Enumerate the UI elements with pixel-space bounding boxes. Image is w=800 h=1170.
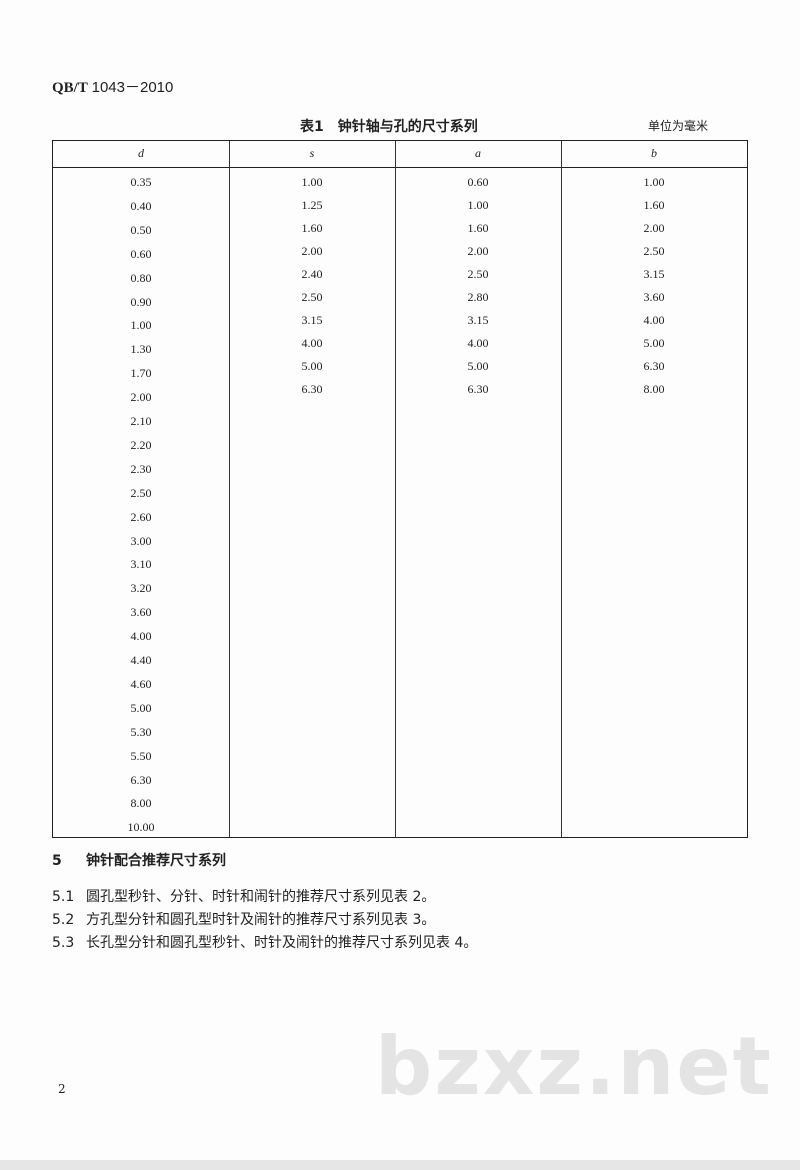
cell-d: 1.00 [130, 318, 152, 333]
clause-text: 圆孔型秒针、分针、时针和闹针的推荐尺寸系列见表 2。 [86, 889, 436, 905]
cell-d: 4.60 [130, 676, 152, 691]
section-heading: 5 钟针配合推荐尺寸系列 [52, 850, 226, 870]
cell-d: 3.20 [130, 581, 152, 596]
section-number: 5 [52, 853, 62, 869]
cell-a: 2.00 [467, 244, 489, 258]
header-d: d [138, 146, 144, 160]
cell-s: 1.60 [301, 221, 323, 235]
column-divider [561, 141, 562, 837]
cell-a: 5.00 [467, 359, 489, 373]
header-s: s [309, 146, 315, 160]
dimension-table: d s a b 0.35 0.40 0.50 0.60 0.80 0.90 1.00 1.30… [52, 140, 748, 838]
cell-d: 6.30 [130, 772, 152, 787]
section-title: 钟针配合推荐尺寸系列 [86, 853, 226, 869]
cell-d: 2.00 [130, 390, 152, 405]
cell-a: 4.00 [467, 336, 489, 350]
cell-s: 4.00 [301, 336, 323, 350]
header-b: b [651, 146, 657, 160]
cell-s: 6.30 [301, 382, 323, 396]
cell-d: 3.60 [130, 605, 152, 620]
cell-d: 3.10 [130, 557, 152, 572]
cell-b: 3.60 [643, 290, 665, 304]
cell-d: 0.60 [130, 246, 152, 261]
cell-a: 0.60 [467, 175, 489, 189]
cell-b: 6.30 [643, 359, 665, 373]
cell-d: 2.30 [130, 461, 152, 476]
cell-b: 2.00 [643, 221, 665, 235]
cell-a: 3.15 [467, 313, 489, 327]
watermark: bzxz.net [375, 1020, 773, 1113]
cell-b: 2.50 [643, 244, 665, 258]
cell-d: 0.80 [130, 270, 152, 285]
cell-s: 5.00 [301, 359, 323, 373]
clause: 5.3 长孔型分针和圆孔型秒针、时针及闹针的推荐尺寸系列见表 4。 [52, 932, 477, 952]
table-title: 表1 钟针轴与孔的尺寸系列 [300, 119, 478, 135]
cell-d: 10.00 [127, 820, 155, 835]
cell-d: 0.35 [130, 175, 152, 189]
cell-s: 2.50 [301, 290, 323, 304]
cell-d: 2.60 [130, 509, 152, 524]
clause-text: 方孔型分针和圆孔型时针及闹针的推荐尺寸系列见表 3。 [86, 912, 436, 928]
cell-d: 2.10 [130, 414, 152, 428]
cell-d: 4.00 [130, 629, 152, 644]
clause-text: 长孔型分针和圆孔型秒针、时针及闹针的推荐尺寸系列见表 4。 [86, 935, 478, 951]
cell-b: 3.15 [643, 267, 665, 281]
cell-d: 0.50 [130, 222, 152, 237]
cell-d: 4.40 [130, 653, 152, 667]
cell-d: 1.70 [130, 366, 152, 381]
cell-d: 2.20 [130, 437, 152, 452]
cell-b: 1.60 [643, 198, 665, 212]
bottom-edge [0, 1160, 800, 1170]
cell-d: 5.50 [130, 748, 152, 763]
column-divider [229, 141, 230, 837]
cell-d: 5.00 [130, 700, 152, 715]
clause-number: 5.3 [52, 935, 75, 951]
cell-d: 8.00 [130, 796, 152, 811]
cell-d: 0.40 [130, 198, 152, 213]
standard-code: QB/T 1043－2010 [52, 76, 173, 97]
standard-number: 1043－2010 [91, 79, 174, 96]
column-divider [395, 141, 396, 837]
page-number: 2 [58, 1082, 66, 1096]
cell-b: 4.00 [643, 313, 665, 327]
cell-d: 2.50 [130, 485, 152, 500]
cell-d: 1.30 [130, 342, 152, 357]
cell-s: 1.00 [301, 175, 323, 189]
cell-s: 2.00 [301, 244, 323, 258]
clause-number: 5.2 [52, 912, 75, 928]
cell-a: 6.30 [467, 382, 489, 396]
cell-d: 3.00 [130, 533, 152, 548]
cell-a: 2.80 [467, 290, 489, 304]
table-header-row [53, 141, 747, 168]
clause: 5.2 方孔型分针和圆孔型时针及闹针的推荐尺寸系列见表 3。 [52, 909, 435, 929]
header-a: a [475, 146, 481, 160]
clause-number: 5.1 [52, 889, 75, 905]
clause: 5.1 圆孔型秒针、分针、时针和闹针的推荐尺寸系列见表 2。 [52, 886, 435, 906]
cell-b: 8.00 [643, 382, 665, 396]
cell-s: 2.40 [301, 267, 323, 281]
standard-prefix: QB/T [52, 80, 88, 96]
table-unit: 单位为毫米 [648, 119, 709, 133]
cell-s: 3.15 [301, 313, 323, 327]
cell-a: 1.60 [467, 221, 489, 235]
cell-a: 2.50 [467, 267, 489, 281]
cell-d: 0.90 [130, 294, 152, 309]
cell-d: 5.30 [130, 724, 152, 739]
cell-a: 1.00 [467, 198, 489, 212]
cell-b: 5.00 [643, 336, 665, 350]
cell-s: 1.25 [301, 198, 323, 212]
cell-b: 1.00 [643, 175, 665, 189]
